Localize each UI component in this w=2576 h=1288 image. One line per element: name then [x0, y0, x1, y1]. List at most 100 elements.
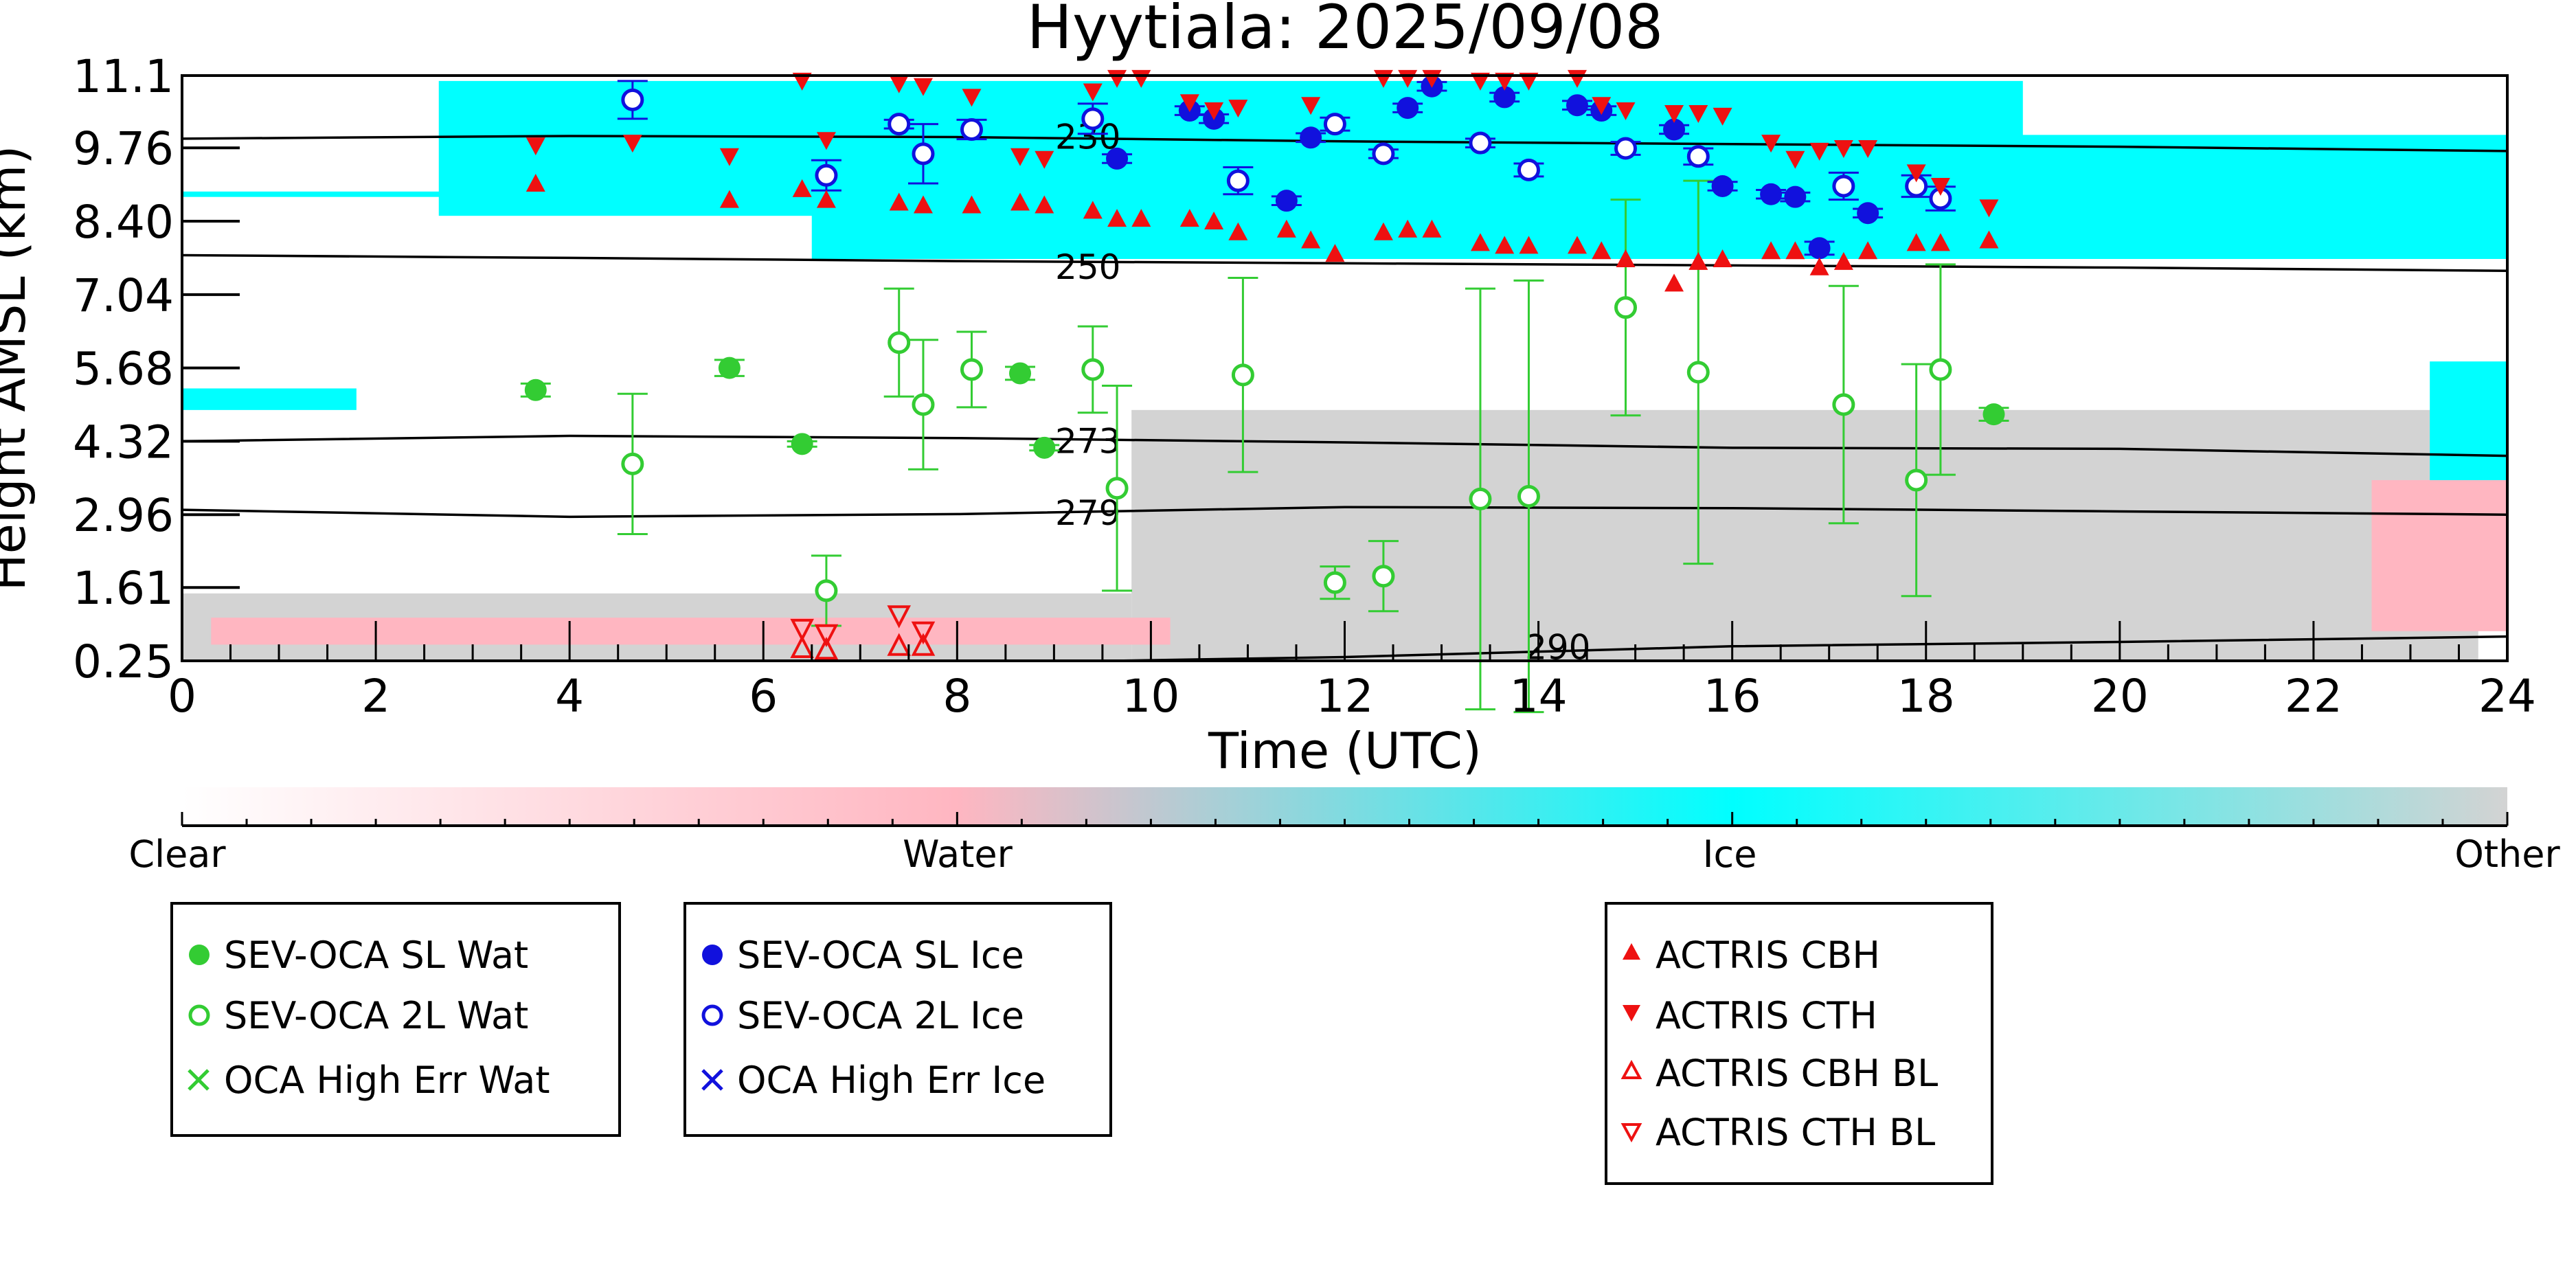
data-point [622, 135, 642, 153]
x-tick-label: 0 [168, 670, 196, 723]
data-point [1301, 97, 1321, 115]
colorbar-label-ice: Ice [1703, 833, 1757, 876]
contour-label: 273 [1055, 421, 1120, 461]
y-tick-label: 7.04 [73, 269, 174, 322]
classification-colorbar: Clear Water Ice Other [128, 787, 2560, 876]
x-tick-label: 8 [942, 670, 971, 723]
ice-region [2430, 361, 2507, 480]
data-point [1833, 251, 1853, 270]
data-point [1228, 100, 1248, 118]
data-point [887, 605, 911, 629]
data-point [1325, 244, 1345, 262]
y-tick-label: 8.40 [73, 196, 174, 249]
data-point [1081, 358, 1105, 381]
data-point [889, 75, 909, 93]
x-tick-label: 4 [555, 670, 584, 723]
data-point [815, 163, 838, 187]
x-axis: 0 2 4 6 8 10 12 14 16 18 20 22 24 [168, 621, 2536, 723]
data-point [1761, 135, 1781, 153]
ice-region [182, 191, 444, 197]
contour-label: 279 [1055, 493, 1120, 533]
data-point [1982, 403, 2005, 426]
data-point [1761, 241, 1781, 260]
ice-region [811, 108, 1985, 259]
contour-line [182, 434, 2507, 457]
data-point [1107, 209, 1127, 227]
data-point [526, 137, 545, 156]
data-point [1809, 257, 1829, 275]
data-point [1833, 140, 1853, 159]
x-tick-label: 18 [1897, 670, 1955, 723]
legend-label-higherr-ice: OCA High Err Ice [737, 1059, 1046, 1102]
data-point [790, 635, 814, 658]
ice-region [182, 388, 357, 410]
data-point [1081, 107, 1105, 131]
data-point [1035, 150, 1054, 169]
data-point [1009, 362, 1032, 385]
data-point [913, 195, 933, 214]
legend-marker-higherr-wat [188, 1069, 210, 1091]
data-point [1373, 222, 1393, 240]
legend-marker-cbh [1623, 943, 1640, 960]
data-point [1493, 86, 1516, 109]
legend-marker-higherr-ice [701, 1069, 723, 1091]
legend-label-2l-wat: SEV-OCA 2L Wat [224, 994, 528, 1037]
data-point [1010, 148, 1030, 166]
data-point [1784, 185, 1807, 208]
data-point [911, 633, 936, 656]
legend-marker-cbh-bl [1620, 1059, 1642, 1079]
data-point [1929, 358, 1952, 381]
data-point [1323, 571, 1346, 594]
legend-marker-sl-wat [189, 945, 210, 965]
data-point [1930, 177, 1950, 196]
data-point [1785, 150, 1805, 169]
data-point [1033, 436, 1056, 459]
data-point [1083, 201, 1103, 219]
x-tick-label: 24 [2478, 670, 2536, 723]
y-tick-label: 9.76 [73, 122, 174, 175]
data-point [1372, 142, 1395, 166]
legend-marker-2l-ice [701, 1004, 723, 1026]
legend-actris: ACTRIS CBH ACTRIS CTH ACTRIS CBH BL ACTR… [1605, 902, 1993, 1185]
data-point [962, 195, 982, 214]
data-point [911, 621, 936, 645]
data-point [790, 618, 814, 642]
legend-label-higherr-wat: OCA High Err Wat [224, 1059, 550, 1102]
data-point [792, 179, 812, 197]
data-point [1713, 107, 1732, 126]
data-point [1179, 209, 1199, 227]
data-point [1231, 363, 1254, 387]
legend-label-sl-wat: SEV-OCA SL Wat [224, 934, 528, 977]
data-point [1470, 72, 1490, 91]
water-region [2371, 479, 2507, 631]
data-point [887, 633, 911, 656]
data-point [1106, 147, 1129, 170]
legend-label-cbh-bl: ACTRIS CBH BL [1656, 1052, 1938, 1095]
data-point [1519, 72, 1539, 91]
data-point [1517, 158, 1540, 181]
chart-title: Hyytiala: 2025/09/08 [1027, 0, 1663, 63]
data-point [1397, 97, 1419, 120]
data-point [1664, 273, 1684, 292]
data-point [1832, 174, 1855, 198]
data-point [1688, 251, 1708, 270]
contour-label: 290 [1525, 627, 1590, 667]
data-point [1226, 169, 1250, 192]
data-point [912, 142, 935, 166]
data-point [719, 148, 739, 166]
data-point [1568, 236, 1587, 254]
data-point [1760, 183, 1783, 205]
x-tick-label: 12 [1316, 670, 1374, 723]
y-tick-label: 11.1 [73, 50, 174, 103]
y-axis-label: Height AMSL (km) [0, 146, 36, 591]
data-point [1905, 468, 1928, 492]
x-tick-label: 22 [2285, 670, 2342, 723]
data-point [814, 636, 839, 660]
x-tick-label: 16 [1704, 670, 1761, 723]
data-point [889, 192, 909, 211]
data-point [912, 393, 935, 416]
data-point [1083, 83, 1103, 102]
data-point [1686, 361, 1710, 384]
legend-ice-frame [683, 902, 1112, 1137]
